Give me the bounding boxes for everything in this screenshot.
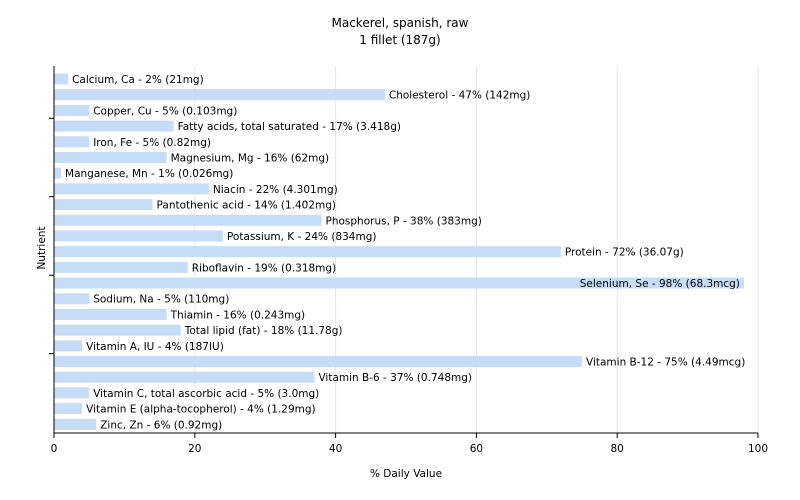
bar-data-label: Cholesterol - 47% (142mg)	[389, 90, 531, 102]
bar-data-label: Manganese, Mn - 1% (0.026mg)	[65, 168, 233, 180]
x-tick-label: 60	[470, 443, 483, 455]
bar-data-label: Pantothenic acid - 14% (1.402mg)	[157, 200, 336, 212]
bar	[54, 277, 744, 289]
bar	[54, 371, 315, 383]
bar	[54, 214, 322, 226]
bar-data-label: Vitamin E (alpha-tocopherol) - 4% (1.29m…	[86, 404, 316, 416]
bar	[54, 403, 83, 415]
bar-data-label: Copper, Cu - 5% (0.103mg)	[93, 105, 237, 117]
bar-data-label: Total lipid (fat) - 18% (11.78g)	[184, 325, 343, 337]
bar-data-label: Sodium, Na - 5% (110mg)	[93, 294, 229, 306]
chart-title: Mackerel, spanish, raw	[331, 16, 469, 30]
bar	[54, 418, 97, 430]
bar-data-label: Magnesium, Mg - 16% (62mg)	[171, 152, 330, 164]
bar	[54, 183, 209, 195]
bar-data-label: Vitamin B-12 - 75% (4.49mcg)	[586, 357, 745, 369]
bar	[54, 246, 561, 258]
y-axis-label: Nutrient	[36, 226, 48, 269]
x-tick-label: 0	[51, 443, 58, 455]
bar-data-label: Iron, Fe - 5% (0.82mg)	[93, 137, 211, 149]
bar-series: Calcium, Ca - 2% (21mg) Cholesterol - 47%…	[54, 73, 745, 431]
bar	[54, 89, 385, 101]
bar	[54, 104, 90, 116]
x-tick-label: 40	[329, 443, 342, 455]
bar	[54, 387, 90, 399]
bar-data-label: Thiamin - 16% (0.243mg)	[170, 309, 306, 321]
bar-data-label: Niacin - 22% (4.301mg)	[213, 184, 338, 196]
bar-data-label: Phosphorus, P - 38% (383mg)	[326, 215, 482, 227]
bar-data-label: Calcium, Ca - 2% (21mg)	[72, 74, 204, 86]
x-tick-label: 20	[188, 443, 201, 455]
bar-data-label: Vitamin C, total ascorbic acid - 5% (3.0…	[93, 388, 319, 400]
bar-data-label: Protein - 72% (36.07g)	[565, 247, 684, 259]
bar	[54, 167, 62, 179]
bar	[54, 136, 90, 148]
bar-data-label: Potassium, K - 24% (834mg)	[227, 231, 377, 243]
bar-data-label: Riboflavin - 19% (0.318mg)	[192, 262, 336, 274]
bar	[54, 261, 188, 273]
bar-data-label: Vitamin B-6 - 37% (0.748mg)	[318, 372, 472, 384]
bar	[54, 356, 582, 368]
x-tick-label: 100	[748, 443, 768, 455]
bar	[54, 308, 167, 320]
bar-data-label: Vitamin A, IU - 4% (187IU)	[86, 341, 224, 353]
bar	[54, 230, 223, 242]
bar	[54, 293, 90, 305]
bar	[54, 151, 167, 163]
bar-data-label: Selenium, Se - 98% (68.3mcg)	[580, 278, 740, 290]
x-tick-label: 80	[611, 443, 624, 455]
chart-subtitle: 1 fillet (187g)	[359, 33, 441, 47]
bar	[54, 324, 181, 336]
bar	[54, 199, 153, 211]
bar	[54, 340, 83, 352]
bar-data-label: Fatty acids, total saturated - 17% (3.41…	[178, 121, 401, 133]
bar	[54, 73, 69, 85]
bar-data-label: Zinc, Zn - 6% (0.92mg)	[100, 419, 222, 431]
x-axis-label: % Daily Value	[370, 468, 442, 480]
bar	[54, 120, 174, 132]
axes: 0 20 40 60 80 100	[49, 66, 768, 455]
